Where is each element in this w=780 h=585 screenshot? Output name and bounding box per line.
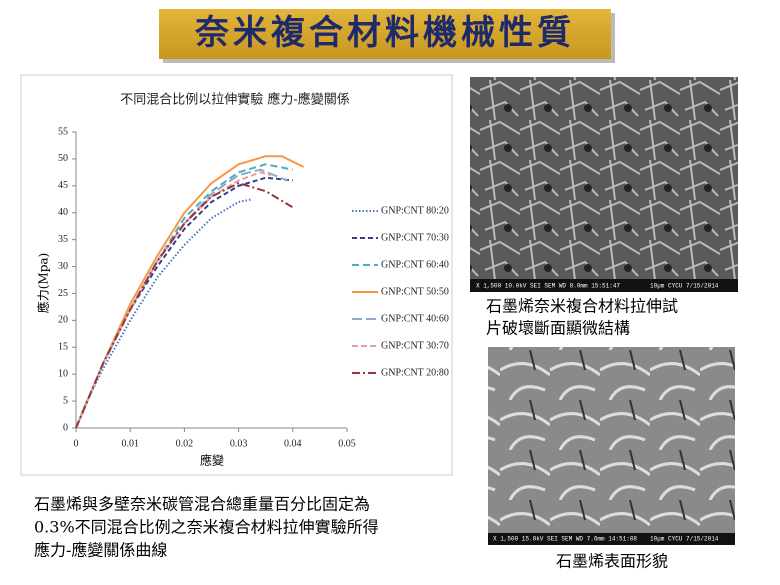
- legend-label: GNP:CNT 30:70: [381, 340, 449, 351]
- y-tick-label: 50: [58, 153, 68, 164]
- sem-info-bar: [470, 279, 738, 292]
- x-tick-label: 0: [74, 438, 79, 449]
- legend-label: GNP:CNT 80:20: [381, 205, 449, 216]
- legend-label: GNP:CNT 20:80: [381, 367, 449, 378]
- x-tick-label: 0.03: [230, 438, 248, 449]
- x-axis-label: 應變: [200, 453, 224, 468]
- series-line: [75, 155, 305, 429]
- plot: 0 5 10 15 20 25 30 35 40 45 50 55 0 0.01 0.02 0.03 0.04 0…: [58, 126, 449, 449]
- y-tick-label: 25: [58, 288, 68, 299]
- description-line: 0.3%不同混合比例之奈米複合材料拉伸實驗所得: [34, 518, 379, 537]
- sem-info-bar: [488, 533, 735, 545]
- chart-title: 不同混合比例以拉伸實驗 應力-應變關係: [120, 92, 350, 108]
- slide-title: 奈米複合材料機械性質: [194, 13, 575, 53]
- description-line: 應力-應變關係曲線: [34, 541, 167, 560]
- x-tick-label: 0.05: [338, 438, 356, 449]
- legend-label: GNP:CNT 70:30: [381, 232, 449, 243]
- image-caption: 石墨烯表面形貌: [556, 552, 668, 571]
- y-tick-label: 45: [58, 180, 68, 191]
- x-tick-label: 0.04: [284, 438, 302, 449]
- legend-label: GNP:CNT 50:50: [381, 286, 449, 297]
- y-tick-label: 35: [58, 234, 68, 245]
- title-banner: [159, 9, 611, 59]
- y-axis-label: 應力(Mpa): [36, 253, 51, 314]
- y-tick-label: 15: [58, 342, 68, 353]
- y-tick-label: 5: [63, 395, 68, 406]
- chart-frame: [20, 74, 453, 476]
- series-line: [75, 198, 253, 429]
- sem-info: 10μm CYCU 7/15/2014: [650, 536, 719, 543]
- image-caption: 片破壞斷面顯微結構: [486, 319, 630, 338]
- series-line: [75, 171, 272, 429]
- x-tick-label: 0.01: [121, 438, 139, 449]
- sem-info: X 1,500 10.0kV SEI SEM WD 8.0mm 15:51:47: [476, 283, 620, 290]
- image-caption: 石墨烯奈米複合材料拉伸試: [486, 297, 678, 316]
- y-tick-label: 55: [58, 126, 68, 137]
- x-tick-label: 0.02: [176, 438, 194, 449]
- y-tick-label: 40: [58, 207, 68, 218]
- sem-info: X 1,500 15.0kV SEI SEM WD 7.6mm 14:51:08: [493, 536, 637, 543]
- sem-info: 10μm CYCU 7/15/2014: [650, 283, 719, 290]
- legend-label: GNP:CNT 60:40: [381, 259, 449, 270]
- sem-image: [470, 77, 738, 292]
- y-tick-label: 10: [58, 368, 68, 379]
- y-tick-label: 20: [58, 315, 68, 326]
- legend-label: GNP:CNT 40:60: [381, 313, 449, 324]
- y-tick-label: 30: [58, 261, 68, 272]
- description-line: 石墨烯與多壁奈米碳管混合總重量百分比固定為: [34, 495, 370, 514]
- y-tick-label: 0: [63, 422, 68, 433]
- sem-image: [488, 347, 735, 545]
